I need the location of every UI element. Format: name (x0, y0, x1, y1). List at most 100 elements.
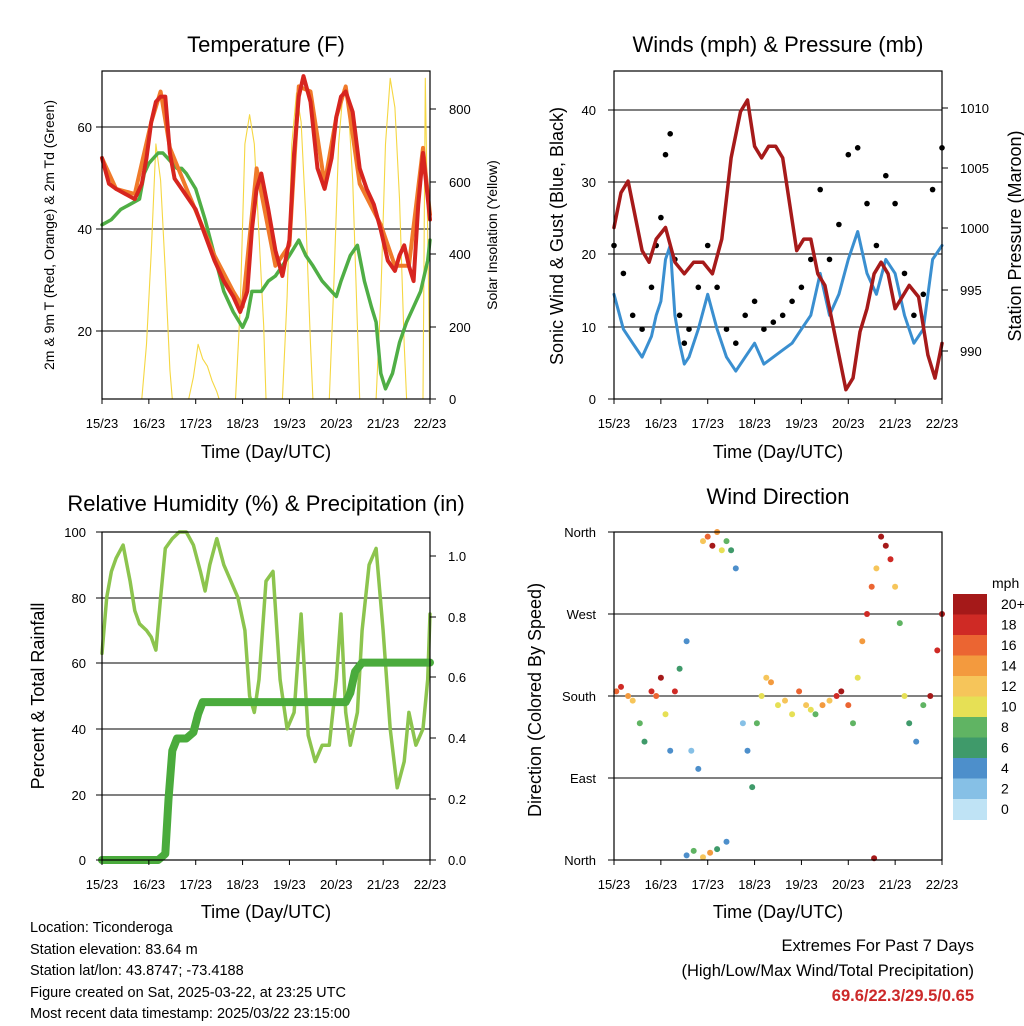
humidity-left-tick: 100 (64, 525, 86, 540)
humidity-panel: Relative Humidity (%) & Precipitation (i… (28, 491, 466, 922)
temperature-right-axis: 0 200 400 600 800 (430, 102, 471, 407)
colorbar-label: 4 (1001, 760, 1009, 776)
x-tick-label: 22/23 (926, 416, 959, 431)
temperature-plot-area (100, 74, 432, 400)
temperature-left-tick: 40 (78, 222, 92, 237)
temperature-left-axis: 20 40 60 (78, 120, 102, 339)
temperature-left-tick: 20 (78, 324, 92, 339)
humidity-frame (101, 531, 431, 861)
winds-right-tick: 1000 (960, 221, 989, 236)
station-elevation: Station elevation: 83.64 m (30, 941, 198, 958)
direction-point (859, 638, 866, 645)
direction-point (683, 638, 690, 645)
direction-point (753, 720, 760, 727)
direction-point (826, 697, 833, 704)
extremes-heading: Extremes For Past 7 Days (781, 937, 974, 955)
direction-point (768, 679, 774, 686)
gust-point (662, 151, 669, 158)
direction-point (850, 720, 856, 727)
x-tick-label: 17/23 (691, 877, 724, 892)
temperature-x-axis: 15/23 16/23 17/23 18/23 19/23 20/23 21/23 22/23 (86, 399, 447, 431)
direction-point (854, 674, 861, 681)
direction-left-tick: South (562, 689, 596, 704)
gust-point (751, 298, 758, 305)
direction-point (878, 533, 885, 540)
winds-y-title-right: Station Pressure (Maroon) (1005, 130, 1024, 341)
gust-point (733, 340, 739, 347)
direction-point (723, 538, 730, 545)
direction-point (920, 702, 927, 709)
direction-point (896, 620, 903, 627)
direction-point (728, 547, 735, 554)
direction-point (667, 747, 674, 754)
extremes-values: 69.6/22.3/29.5/0.65 (831, 987, 974, 1005)
x-tick-label: 16/23 (133, 877, 166, 892)
direction-y-title-left: Direction (Colored By Speed) (525, 583, 545, 817)
direction-point (906, 720, 913, 727)
temperature-panel: Temperature (F) 20 40 60 0 200 400 600 8… (41, 32, 500, 462)
humidity-right-tick: 0.0 (448, 853, 466, 868)
humidity-left-tick: 20 (72, 788, 86, 803)
direction-point (700, 538, 706, 545)
direction-point (845, 702, 852, 709)
humidity-left-axis: 0 20 40 60 80 100 (64, 525, 102, 868)
gust-point (845, 151, 852, 158)
colorbar-swatch (953, 758, 987, 779)
humidity-plot-area (98, 530, 434, 864)
gust-point (779, 312, 786, 319)
humidity-right-axis: 0.0 0.2 0.4 0.6 0.8 1.0 (430, 549, 466, 868)
x-tick-label: 21/23 (879, 416, 912, 431)
x-tick-label: 22/23 (414, 877, 447, 892)
colorbar-swatch (953, 737, 987, 759)
temperature-x-title: Time (Day/UTC) (201, 442, 331, 462)
gust-point (761, 326, 767, 333)
direction-left-tick: North (564, 853, 596, 868)
humidity-x-title: Time (Day/UTC) (201, 902, 331, 922)
x-tick-label: 16/23 (645, 877, 678, 892)
winds-right-tick: 990 (960, 344, 982, 359)
gust-point (817, 186, 823, 193)
x-tick-label: 16/23 (645, 416, 678, 431)
gust-point (681, 340, 688, 347)
direction-point (688, 747, 695, 754)
direction-point (927, 693, 934, 699)
extremes-box: Extremes For Past 7 Days (High/Low/Max W… (681, 934, 974, 1009)
x-tick-label: 20/23 (832, 416, 865, 431)
temperature-right-tick: 600 (449, 175, 471, 190)
gust-point (892, 200, 898, 207)
gust-point (901, 270, 908, 277)
direction-point (913, 738, 920, 745)
x-tick-label: 22/23 (414, 416, 447, 431)
direction-point (882, 542, 889, 549)
gust-point (676, 312, 683, 319)
winds-right-tick: 995 (960, 283, 982, 298)
winds-left-tick: 30 (582, 175, 596, 190)
direction-point (671, 688, 678, 695)
humidity-left-tick: 40 (72, 722, 86, 737)
x-tick-label: 18/23 (226, 877, 259, 892)
gust-point (723, 326, 730, 333)
direction-plot-area (613, 529, 945, 862)
winds-left-tick: 0 (589, 392, 596, 407)
extremes-legend: (High/Low/Max Wind/Total Precipitation) (681, 962, 974, 980)
gust-point (704, 242, 711, 249)
direction-point (739, 720, 746, 727)
direction-point (812, 711, 819, 718)
winds-right-axis: 990 995 1000 1005 1010 (942, 101, 989, 359)
colorbar-label: 2 (1001, 781, 1009, 797)
gust-point (929, 186, 936, 193)
x-tick-label: 15/23 (86, 416, 119, 431)
humidity-right-tick: 0.6 (448, 670, 466, 685)
colorbar-swatch (953, 594, 987, 615)
gust-point (864, 200, 870, 207)
gust-point (639, 326, 645, 333)
x-tick-label: 21/23 (879, 877, 912, 892)
winds-left-tick: 10 (582, 320, 596, 335)
x-tick-label: 22/23 (926, 877, 959, 892)
direction-point (744, 747, 751, 754)
direction-point (653, 693, 660, 699)
direction-left-tick: North (564, 525, 596, 540)
direction-point (864, 611, 870, 617)
x-tick-label: 19/23 (273, 877, 306, 892)
